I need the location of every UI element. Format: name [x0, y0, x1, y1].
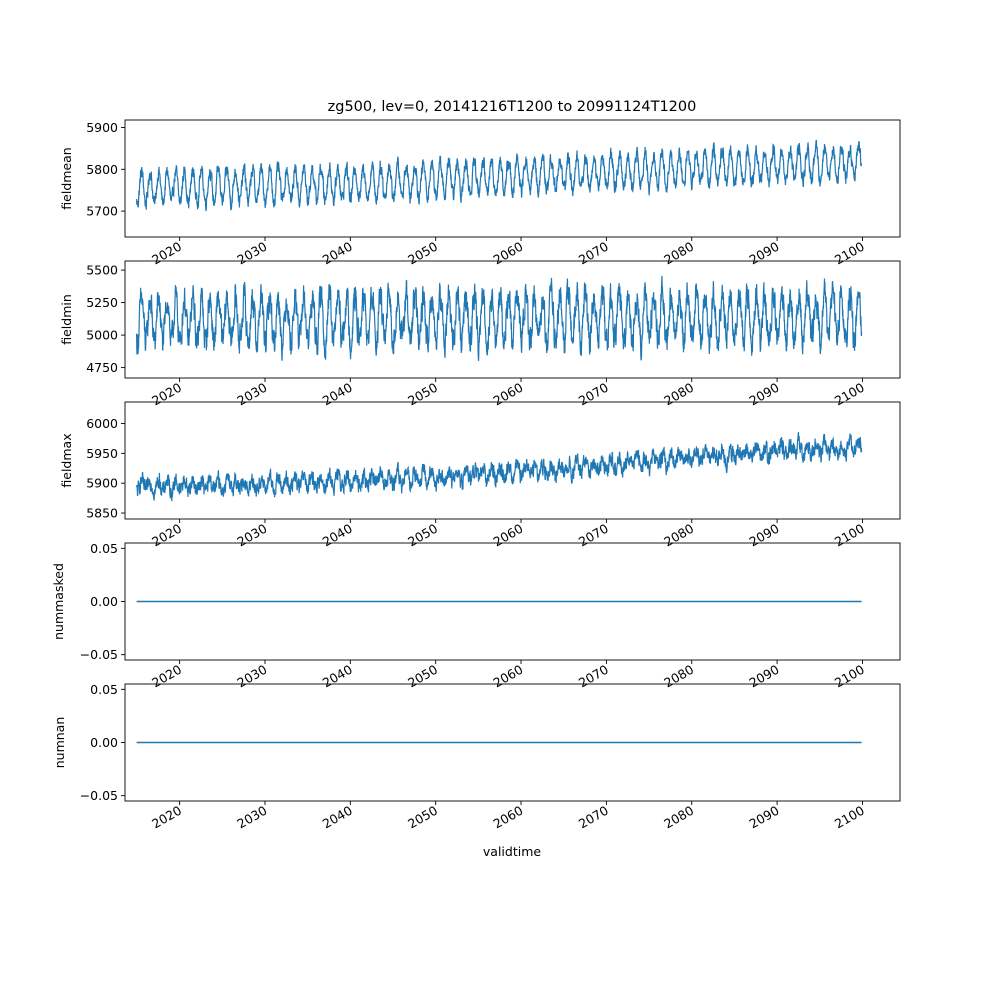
y-tick-label: 5700 — [86, 204, 118, 219]
y-axis-label: nummasked — [51, 563, 66, 640]
chart-title: zg500, lev=0, 20141216T1200 to 20991124T… — [328, 99, 697, 115]
series-line-fieldmax — [136, 432, 863, 502]
y-tick-label: 6000 — [86, 416, 118, 431]
series-line-fieldmean — [136, 139, 862, 212]
y-tick-label: −0.05 — [80, 647, 118, 662]
y-tick-label: 0.05 — [90, 541, 118, 556]
y-tick-label: −0.05 — [80, 788, 118, 803]
y-tick-label: 5950 — [86, 446, 118, 461]
y-tick-label: 5500 — [86, 263, 118, 278]
series-line-fieldmin — [136, 275, 863, 361]
y-tick-label: 0.00 — [90, 594, 118, 609]
y-tick-label: 0.05 — [90, 682, 118, 697]
y-axis-label: fieldmax — [59, 433, 74, 487]
y-tick-label: 5850 — [86, 506, 118, 521]
y-axis-label: fieldmin — [59, 294, 74, 345]
y-tick-label: 5900 — [86, 120, 118, 135]
x-axis-label: validtime — [483, 844, 541, 859]
y-tick-label: 0.00 — [90, 735, 118, 750]
y-axis-label: fieldmean — [59, 147, 74, 209]
y-tick-label: 5800 — [86, 162, 118, 177]
y-tick-label: 5000 — [86, 328, 118, 343]
y-tick-label: 5250 — [86, 295, 118, 310]
axes-frame — [124, 401, 901, 520]
axes-frame — [124, 260, 901, 379]
y-tick-label: 4750 — [86, 360, 118, 375]
y-axis-label: numnan — [52, 717, 67, 769]
axes-frame — [124, 119, 901, 238]
y-tick-label: 5900 — [86, 476, 118, 491]
